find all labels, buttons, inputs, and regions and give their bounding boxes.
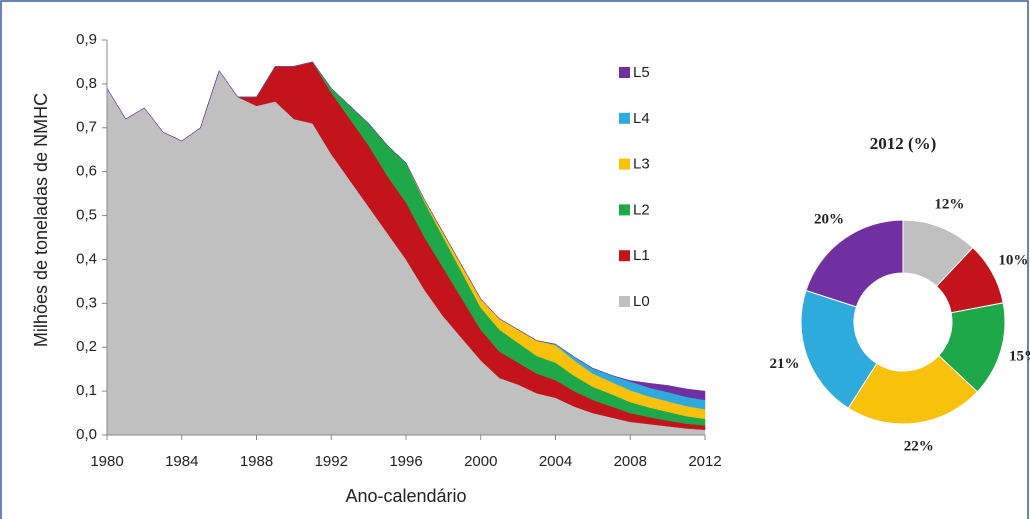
legend-label: L3 xyxy=(633,156,650,173)
pie-label: 15% xyxy=(1009,349,1030,365)
y-tick-label: 0,2 xyxy=(76,338,97,355)
pie-label: 21% xyxy=(769,356,799,372)
y-tick-label: 0,4 xyxy=(76,250,97,267)
legend-swatch xyxy=(619,296,630,307)
legend-swatch xyxy=(619,158,630,170)
y-tick-label: 0,3 xyxy=(76,294,97,311)
legend-swatch xyxy=(619,204,630,216)
legend-label: L0 xyxy=(633,293,650,310)
legend-label: L4 xyxy=(633,110,650,127)
y-tick-label: 0,6 xyxy=(76,163,97,180)
x-tick-label: 2008 xyxy=(614,453,647,470)
x-tick-label: 1992 xyxy=(315,453,348,470)
y-tick-label: 0,7 xyxy=(76,119,97,136)
legend-label: L2 xyxy=(633,201,650,218)
legend-label: L5 xyxy=(633,64,650,81)
y-tick-label: 0,1 xyxy=(76,382,97,399)
y-tick-label: 0,9 xyxy=(76,31,97,48)
x-tick-label: 2000 xyxy=(464,453,497,470)
legend-swatch xyxy=(619,67,630,78)
area xyxy=(106,61,706,401)
pie-label: 20% xyxy=(814,212,844,228)
x-tick-label: 2004 xyxy=(539,453,572,470)
x-axis-label: Ano-calendário xyxy=(345,486,466,506)
y-tick-label: 0,0 xyxy=(76,426,97,443)
legend-swatch xyxy=(619,250,630,262)
x-tick-label: 1996 xyxy=(389,453,422,470)
y-axis-label: Milhões de toneladas de NMHC xyxy=(31,93,51,347)
x-tick-label: 2012 xyxy=(688,453,721,470)
pie-slice xyxy=(805,219,904,308)
y-tick-label: 0,8 xyxy=(76,75,97,92)
pie-label: 10% xyxy=(998,253,1028,269)
pie-label: 22% xyxy=(904,438,934,454)
y-tick-label: 0,5 xyxy=(76,207,97,224)
legend-label: L1 xyxy=(633,247,650,264)
legend-swatch xyxy=(619,112,630,124)
x-tick-label: 1980 xyxy=(90,453,123,470)
pie-label: 12% xyxy=(934,196,964,212)
x-tick-label: 1988 xyxy=(240,453,273,470)
x-tick-label: 1984 xyxy=(165,453,198,470)
pie-slice xyxy=(847,354,979,425)
pie-title: 2012 (%) xyxy=(870,134,937,153)
